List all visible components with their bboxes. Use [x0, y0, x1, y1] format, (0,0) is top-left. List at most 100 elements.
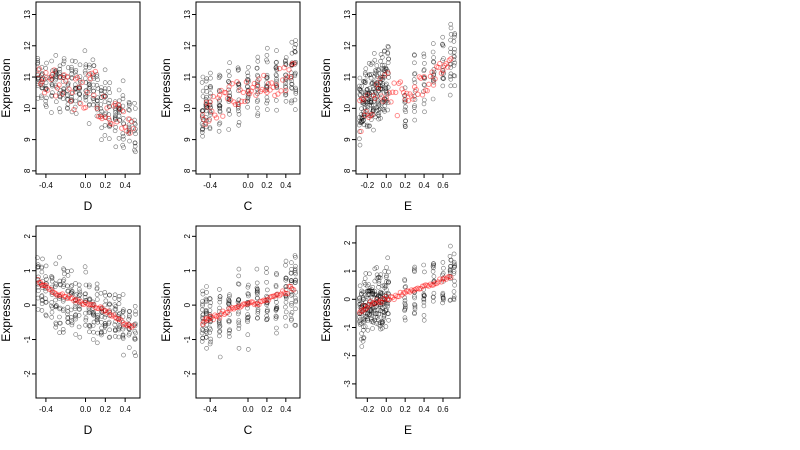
data-point-raw — [226, 305, 231, 311]
data-point-raw — [264, 59, 270, 65]
data-point-raw — [274, 59, 279, 65]
data-point-raw — [361, 319, 367, 325]
data-point-raw — [274, 305, 280, 311]
data-point-fit — [119, 318, 125, 324]
data-point-raw — [246, 293, 251, 299]
data-point-raw — [121, 136, 126, 142]
data-point-raw — [127, 308, 132, 314]
data-point-raw — [402, 85, 408, 91]
data-point-raw — [226, 99, 232, 104]
data-point-raw — [40, 285, 45, 291]
data-point-fit — [199, 112, 206, 118]
data-point-raw — [126, 322, 132, 328]
data-point-raw — [204, 76, 209, 81]
data-point-raw — [451, 261, 457, 267]
data-point-raw — [132, 335, 138, 341]
plot-frame — [355, 1, 461, 175]
data-point-raw — [120, 96, 126, 102]
data-point-fit — [261, 72, 267, 79]
data-point-raw — [264, 100, 270, 106]
data-point-fit — [254, 83, 261, 90]
data-point-fit — [239, 98, 245, 105]
data-point-raw — [77, 74, 83, 79]
data-point-fit — [375, 299, 382, 305]
data-point-raw — [216, 129, 222, 134]
data-point-raw — [384, 302, 389, 307]
data-point-raw — [77, 79, 83, 85]
data-point-raw — [217, 103, 223, 109]
data-point-raw — [199, 330, 205, 336]
data-point-raw — [264, 279, 269, 285]
y-axis-label: Expression — [0, 58, 13, 117]
data-point-raw — [273, 316, 279, 321]
data-point-raw — [199, 339, 205, 344]
data-point-raw — [245, 70, 250, 75]
data-point-raw — [360, 99, 366, 104]
data-point-raw — [372, 98, 377, 104]
data-point-fit — [206, 118, 212, 124]
data-point-raw — [57, 106, 62, 111]
data-point-fit — [251, 301, 258, 308]
data-point-raw — [283, 299, 289, 305]
data-point-raw — [447, 61, 453, 67]
data-point-raw — [368, 75, 374, 81]
data-point-raw — [451, 63, 457, 68]
data-point-raw — [43, 312, 49, 318]
data-point-fit — [218, 87, 224, 94]
data-point-raw — [412, 89, 418, 94]
data-point-fit — [232, 101, 239, 108]
data-point-raw — [204, 108, 209, 114]
data-point-fit — [400, 89, 407, 96]
data-point-raw — [120, 131, 126, 136]
data-point-raw — [117, 103, 122, 108]
data-point-fit — [248, 299, 254, 305]
data-point-fit — [105, 115, 112, 122]
data-point-raw — [39, 294, 44, 299]
data-point-raw — [236, 320, 241, 326]
x-tick-label: 0.0 — [80, 405, 92, 414]
data-point-raw — [361, 324, 366, 330]
data-point-raw — [57, 278, 63, 284]
data-point-fit — [59, 291, 66, 297]
data-point-raw — [49, 81, 55, 87]
data-point-fit — [261, 297, 267, 303]
x-tick-label: -0.2 — [360, 181, 374, 190]
data-point-raw — [283, 304, 288, 310]
data-point-fit — [209, 314, 215, 320]
data-point-raw — [373, 314, 378, 320]
data-point-fit — [388, 99, 394, 105]
data-point-raw — [452, 264, 458, 270]
data-point-raw — [264, 293, 269, 299]
data-point-fit — [280, 77, 286, 83]
data-point-raw — [283, 77, 289, 82]
data-point-raw — [402, 97, 408, 103]
data-point-raw — [83, 291, 88, 297]
data-point-raw — [77, 101, 82, 106]
data-point-raw — [451, 73, 457, 78]
data-point-fit — [243, 301, 250, 307]
data-point-fit — [446, 57, 452, 63]
data-point-fit — [109, 313, 115, 319]
data-point-fit — [443, 276, 449, 282]
data-point-fit — [254, 301, 261, 307]
data-point-raw — [82, 48, 88, 54]
data-point-raw — [383, 283, 389, 289]
data-point-raw — [379, 82, 385, 88]
data-point-fit — [224, 309, 231, 316]
data-point-fit — [408, 287, 415, 293]
y-tick-label: 0 — [23, 302, 32, 307]
data-point-fit — [402, 96, 408, 102]
data-point-raw — [226, 300, 231, 305]
data-point-fit — [377, 75, 383, 82]
data-point-raw — [293, 87, 299, 93]
data-point-raw — [451, 289, 457, 294]
data-point-raw — [288, 317, 294, 323]
data-point-raw — [87, 282, 92, 288]
data-point-raw — [382, 282, 387, 288]
data-point-raw — [103, 298, 109, 304]
data-point-raw — [245, 299, 251, 305]
data-point-fit — [426, 81, 432, 88]
data-point-fit — [56, 82, 62, 88]
data-point-raw — [421, 291, 427, 297]
data-point-raw — [39, 95, 44, 101]
